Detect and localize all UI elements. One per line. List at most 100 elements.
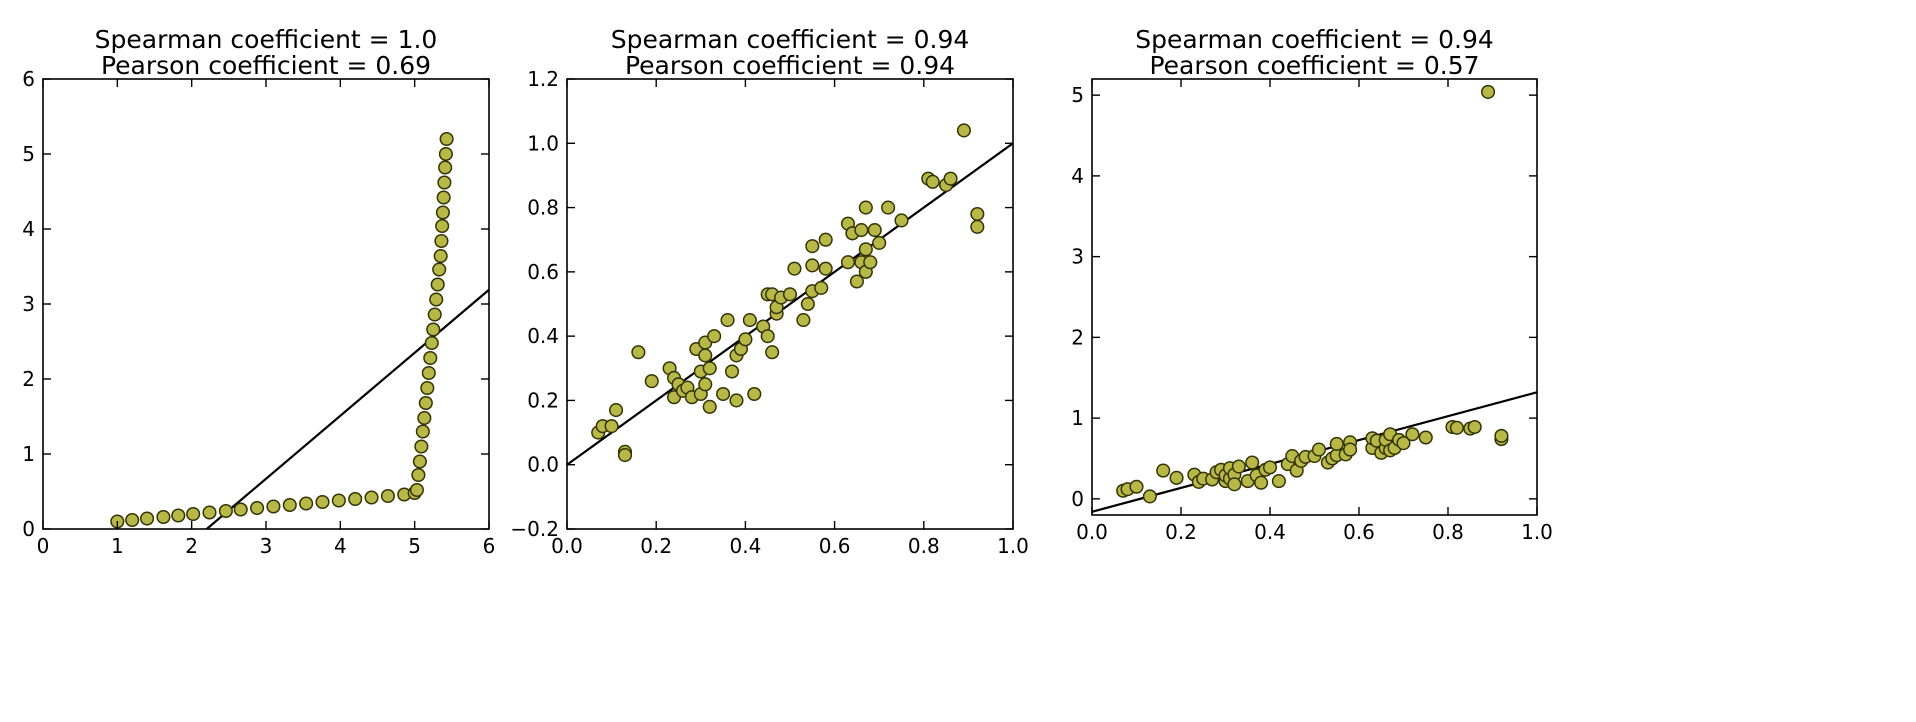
data-point	[1129, 479, 1144, 494]
data-point	[156, 509, 171, 525]
data-point	[1405, 427, 1420, 442]
data-point	[818, 261, 833, 276]
regression-line	[567, 142, 1013, 466]
y-tick-label: 4	[1071, 164, 1084, 188]
data-point	[970, 219, 985, 234]
data-point	[186, 506, 201, 522]
data-point	[854, 223, 869, 238]
data-point	[282, 497, 297, 513]
data-point	[435, 218, 450, 234]
data-point	[1254, 475, 1269, 490]
data-point	[760, 329, 775, 344]
data-point	[631, 345, 646, 360]
data-point	[796, 313, 811, 328]
data-point	[1311, 442, 1326, 457]
data-point	[956, 123, 971, 138]
data-point	[266, 499, 281, 514]
data-point	[418, 395, 433, 411]
data-point	[233, 502, 248, 517]
y-tick-label: 2	[22, 367, 35, 391]
data-point	[426, 322, 441, 337]
data-point	[1418, 430, 1433, 445]
y-tick-label: 5	[22, 142, 35, 166]
chart-title: Spearman coefficient = 0.94	[611, 25, 970, 54]
data-point	[1271, 474, 1286, 489]
data-point	[432, 262, 447, 277]
data-point	[742, 313, 757, 328]
data-point	[380, 488, 395, 504]
data-point	[1169, 470, 1184, 485]
data-point	[412, 454, 427, 469]
x-tick-label: 0.4	[1254, 520, 1286, 544]
data-point	[409, 482, 424, 498]
data-point	[858, 200, 873, 215]
data-point	[423, 350, 438, 366]
data-point	[867, 223, 882, 238]
data-point	[720, 313, 735, 328]
data-point	[805, 239, 820, 254]
data-point	[125, 512, 140, 528]
data-point	[171, 508, 186, 523]
y-tick-label: 1	[22, 442, 35, 466]
data-point	[414, 439, 429, 454]
data-point	[872, 235, 887, 250]
y-tick-label: 0.6	[527, 260, 559, 284]
y-tick-label: 0	[22, 517, 35, 541]
data-point	[424, 335, 439, 351]
data-point	[787, 261, 802, 276]
data-point	[881, 200, 896, 215]
data-point	[1494, 428, 1509, 443]
y-tick-label: 0.0	[527, 453, 559, 477]
x-tick-label: 0	[37, 534, 50, 558]
y-tick-label: 1	[1071, 406, 1084, 430]
data-point	[433, 248, 448, 264]
data-point	[1227, 477, 1242, 492]
x-tick-label: 5	[408, 534, 421, 558]
data-point	[894, 213, 909, 228]
data-point	[437, 175, 452, 190]
x-tick-label: 0.2	[640, 534, 672, 558]
data-point	[1343, 442, 1358, 457]
y-tick-label: 5	[1071, 83, 1084, 107]
data-point	[698, 377, 713, 392]
x-tick-label: 0.8	[908, 534, 940, 558]
data-point	[1142, 489, 1157, 504]
x-tick-label: 0.8	[1432, 520, 1464, 544]
chart-subtitle: Pearson coefficient = 0.94	[625, 51, 955, 80]
data-point	[858, 242, 873, 257]
data-point	[415, 424, 430, 439]
data-point	[299, 496, 314, 511]
x-tick-label: 0.4	[729, 534, 761, 558]
x-tick-label: 1.0	[1521, 520, 1553, 544]
data-point	[818, 232, 833, 247]
data-point	[698, 348, 713, 363]
y-tick-label: 1.0	[527, 131, 559, 155]
data-point	[331, 493, 346, 508]
chart-title: Spearman coefficient = 0.94	[1135, 25, 1494, 54]
data-point	[724, 364, 740, 379]
data-point	[140, 511, 155, 526]
x-tick-label: 0.0	[551, 534, 583, 558]
data-point	[814, 280, 829, 295]
data-point	[435, 205, 450, 220]
x-tick-label: 0.6	[819, 534, 851, 558]
chart-title: Spearman coefficient = 1.0	[95, 25, 438, 54]
data-point	[427, 307, 442, 322]
x-tick-label: 0.6	[1343, 520, 1375, 544]
plot-frame	[1091, 78, 1538, 516]
data-point	[1262, 460, 1278, 475]
data-point	[840, 255, 856, 270]
x-tick-label: 2	[185, 534, 198, 558]
data-point	[849, 274, 864, 289]
y-tick-label: 4	[22, 217, 35, 241]
data-point	[1156, 463, 1171, 478]
data-point	[315, 494, 330, 510]
data-point	[617, 448, 633, 463]
data-point	[438, 160, 453, 175]
y-tick-label: 0.4	[527, 324, 559, 348]
chart-subtitle: Pearson coefficient = 0.57	[1149, 51, 1479, 80]
data-point	[218, 503, 233, 519]
